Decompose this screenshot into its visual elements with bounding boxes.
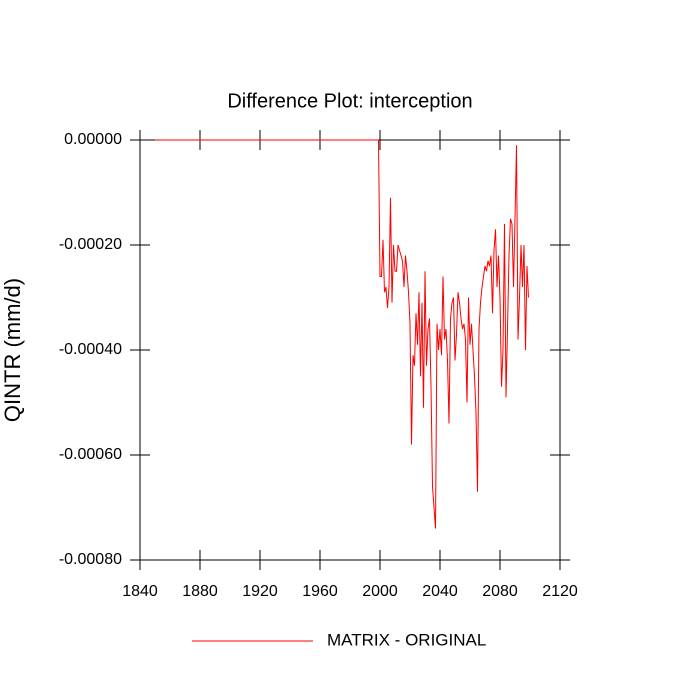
y-tick-label: -0.00040 xyxy=(59,341,122,358)
y-tick-label: -0.00060 xyxy=(59,446,122,463)
y-tick-label: 0.00000 xyxy=(64,131,122,148)
legend-label: MATRIX - ORIGINAL xyxy=(327,630,486,649)
y-tick-label: -0.00020 xyxy=(59,236,122,253)
x-tick-label: 1840 xyxy=(122,583,158,600)
x-tick-label: 1920 xyxy=(242,583,278,600)
data-line xyxy=(155,139,529,529)
x-tick-label: 1960 xyxy=(302,583,338,600)
x-tick-label: 2000 xyxy=(362,583,398,600)
chart-title: Difference Plot: interception xyxy=(227,90,472,112)
x-tick-label: 2120 xyxy=(542,583,578,600)
x-tick-label: 2040 xyxy=(422,583,458,600)
x-tick-label: 2080 xyxy=(482,583,518,600)
y-axis-label: QINTR (mm/d) xyxy=(0,278,25,422)
y-tick-label: -0.00080 xyxy=(59,551,122,568)
plot-frame xyxy=(139,139,561,561)
x-tick-label: 1880 xyxy=(182,583,218,600)
